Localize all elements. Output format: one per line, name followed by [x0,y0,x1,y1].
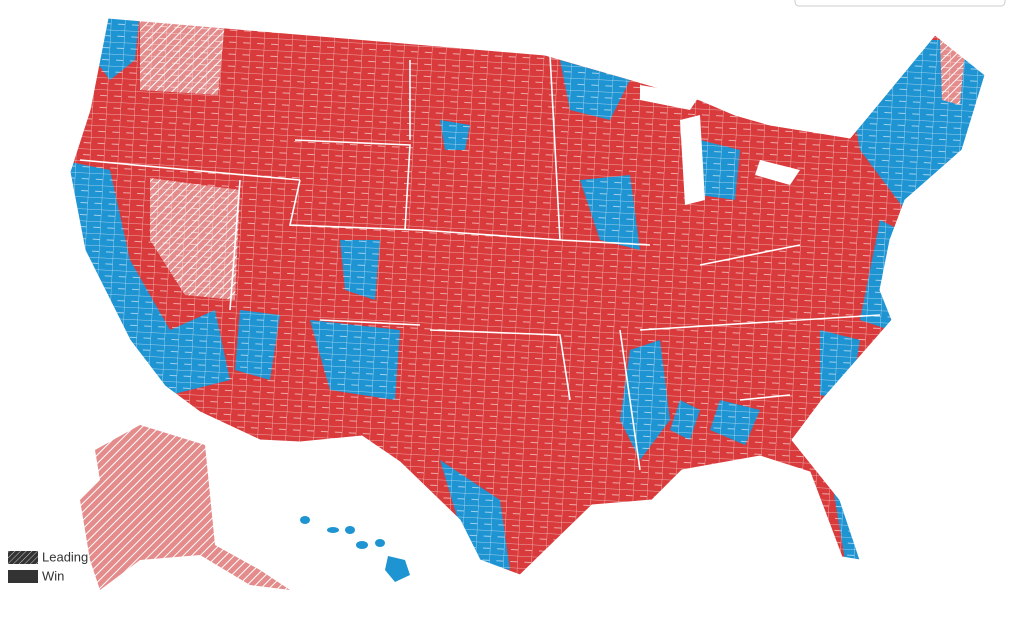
legend-label: Win [42,568,64,583]
legend-swatch-win [8,570,38,583]
legend-swatch-leading [8,551,38,564]
great-lakes [640,85,800,205]
legend-label: Leading [42,549,88,564]
legend: Leading Win [8,549,88,583]
hawaii [300,516,410,582]
us-outline [69,17,986,576]
alaska [80,425,290,590]
state-borders [79,54,881,471]
search-box[interactable] [794,0,1006,7]
